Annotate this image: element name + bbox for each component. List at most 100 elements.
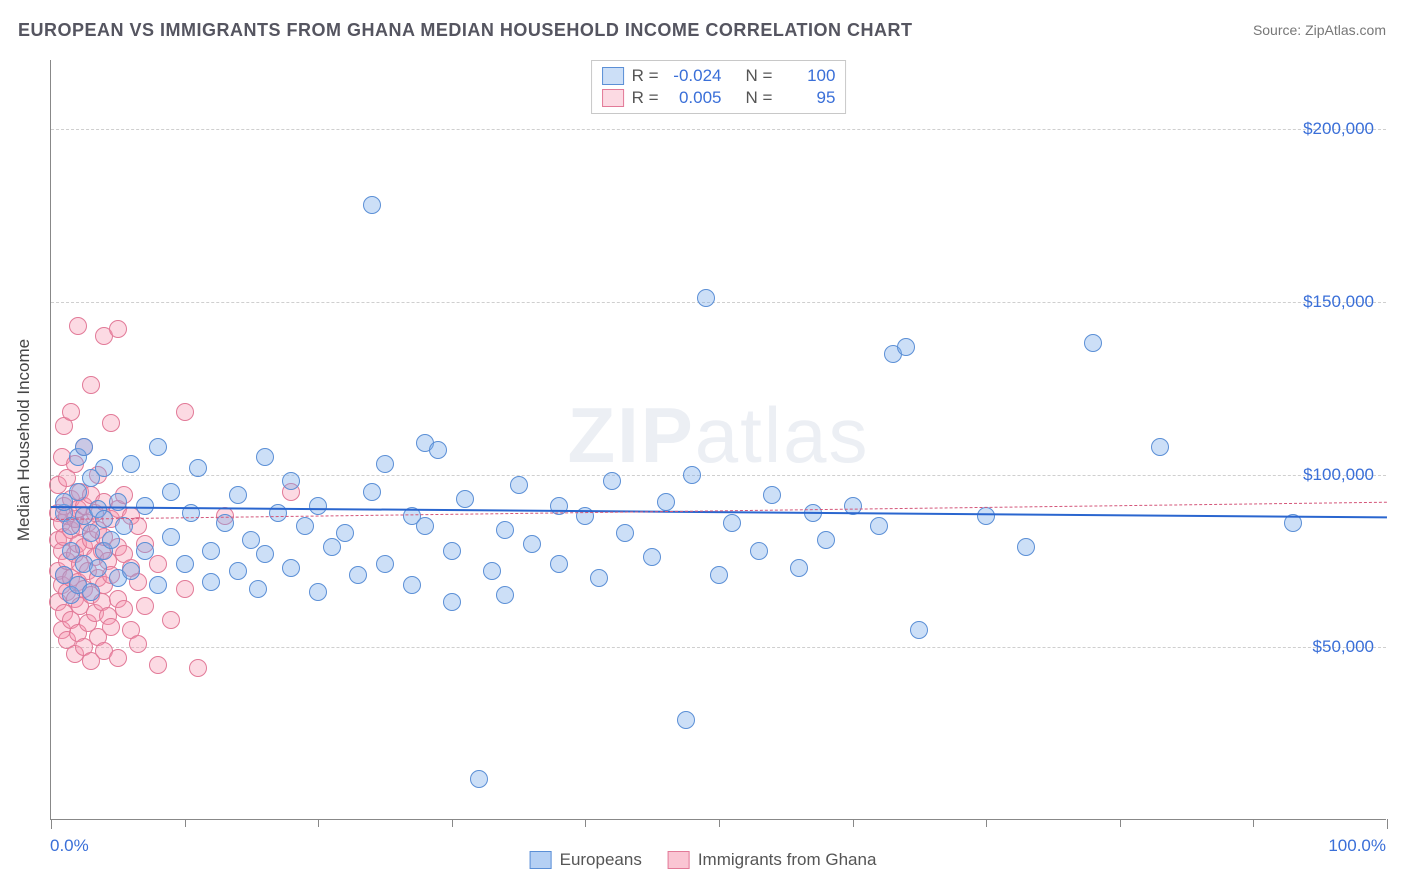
data-point	[550, 555, 568, 573]
x-tick	[1387, 819, 1388, 829]
data-point	[229, 486, 247, 504]
data-point	[523, 535, 541, 553]
data-point	[1151, 438, 1169, 456]
data-point	[249, 580, 267, 598]
x-tick-label-min: 0.0%	[50, 836, 89, 856]
y-tick-label: $150,000	[1303, 292, 1374, 312]
y-tick-label: $100,000	[1303, 465, 1374, 485]
data-point	[122, 455, 140, 473]
data-point	[763, 486, 781, 504]
legend-item-1: Immigrants from Ghana	[668, 850, 877, 870]
data-point	[176, 555, 194, 573]
series-legend: Europeans Immigrants from Ghana	[530, 850, 877, 870]
trend-line	[51, 502, 1387, 520]
data-point	[149, 576, 167, 594]
data-point	[136, 542, 154, 560]
data-point	[82, 376, 100, 394]
data-point	[62, 403, 80, 421]
data-point	[323, 538, 341, 556]
data-point	[470, 770, 488, 788]
data-point	[790, 559, 808, 577]
x-tick	[585, 819, 586, 827]
x-tick	[318, 819, 319, 827]
data-point	[176, 403, 194, 421]
data-point	[162, 528, 180, 546]
data-point	[443, 593, 461, 611]
data-point	[129, 635, 147, 653]
stats-n-label-1: N =	[746, 88, 773, 108]
data-point	[256, 545, 274, 563]
data-point	[977, 507, 995, 525]
plot-area: ZIPatlas R = -0.024 N = 100 R = 0.005 N …	[50, 60, 1386, 820]
data-point	[723, 514, 741, 532]
data-point	[590, 569, 608, 587]
data-point	[910, 621, 928, 639]
gridline-h	[51, 475, 1386, 476]
data-point	[897, 338, 915, 356]
data-point	[349, 566, 367, 584]
data-point	[162, 611, 180, 629]
legend-label-1: Immigrants from Ghana	[698, 850, 877, 870]
data-point	[710, 566, 728, 584]
stats-n-value-0: 100	[780, 66, 835, 86]
stats-r-value-0: -0.024	[667, 66, 722, 86]
data-point	[443, 542, 461, 560]
data-point	[229, 562, 247, 580]
x-tick	[719, 819, 720, 827]
stats-r-label-0: R =	[632, 66, 659, 86]
legend-label-0: Europeans	[560, 850, 642, 870]
data-point	[657, 493, 675, 511]
watermark-bold: ZIP	[567, 390, 694, 478]
data-point	[176, 580, 194, 598]
y-tick-label: $200,000	[1303, 119, 1374, 139]
data-point	[95, 510, 113, 528]
data-point	[403, 576, 421, 594]
data-point	[136, 497, 154, 515]
data-point	[256, 448, 274, 466]
stats-swatch-0	[602, 67, 624, 85]
data-point	[89, 559, 107, 577]
stats-row-1: R = 0.005 N = 95	[602, 87, 836, 109]
x-tick	[853, 819, 854, 827]
data-point	[309, 583, 327, 601]
data-point	[202, 542, 220, 560]
data-point	[496, 586, 514, 604]
legend-swatch-0	[530, 851, 552, 869]
data-point	[149, 438, 167, 456]
data-point	[69, 317, 87, 335]
data-point	[115, 517, 133, 535]
data-point	[109, 649, 127, 667]
watermark-thin: atlas	[695, 390, 870, 478]
data-point	[697, 289, 715, 307]
stats-row-0: R = -0.024 N = 100	[602, 65, 836, 87]
data-point	[69, 483, 87, 501]
gridline-h	[51, 647, 1386, 648]
data-point	[677, 711, 695, 729]
data-point	[1084, 334, 1102, 352]
data-point	[82, 583, 100, 601]
data-point	[817, 531, 835, 549]
stats-n-label-0: N =	[746, 66, 773, 86]
data-point	[202, 573, 220, 591]
x-tick	[51, 819, 52, 829]
data-point	[336, 524, 354, 542]
data-point	[363, 196, 381, 214]
data-point	[75, 438, 93, 456]
data-point	[1017, 538, 1035, 556]
data-point	[102, 618, 120, 636]
data-point	[510, 476, 528, 494]
data-point	[416, 517, 434, 535]
data-point	[616, 524, 634, 542]
data-point	[363, 483, 381, 501]
data-point	[750, 542, 768, 560]
data-point	[456, 490, 474, 508]
data-point	[136, 597, 154, 615]
data-point	[376, 455, 394, 473]
stats-legend-box: R = -0.024 N = 100 R = 0.005 N = 95	[591, 60, 847, 114]
data-point	[603, 472, 621, 490]
stats-n-value-1: 95	[780, 88, 835, 108]
data-point	[149, 656, 167, 674]
data-point	[149, 555, 167, 573]
gridline-h	[51, 129, 1386, 130]
x-tick-label-max: 100.0%	[1328, 836, 1386, 856]
